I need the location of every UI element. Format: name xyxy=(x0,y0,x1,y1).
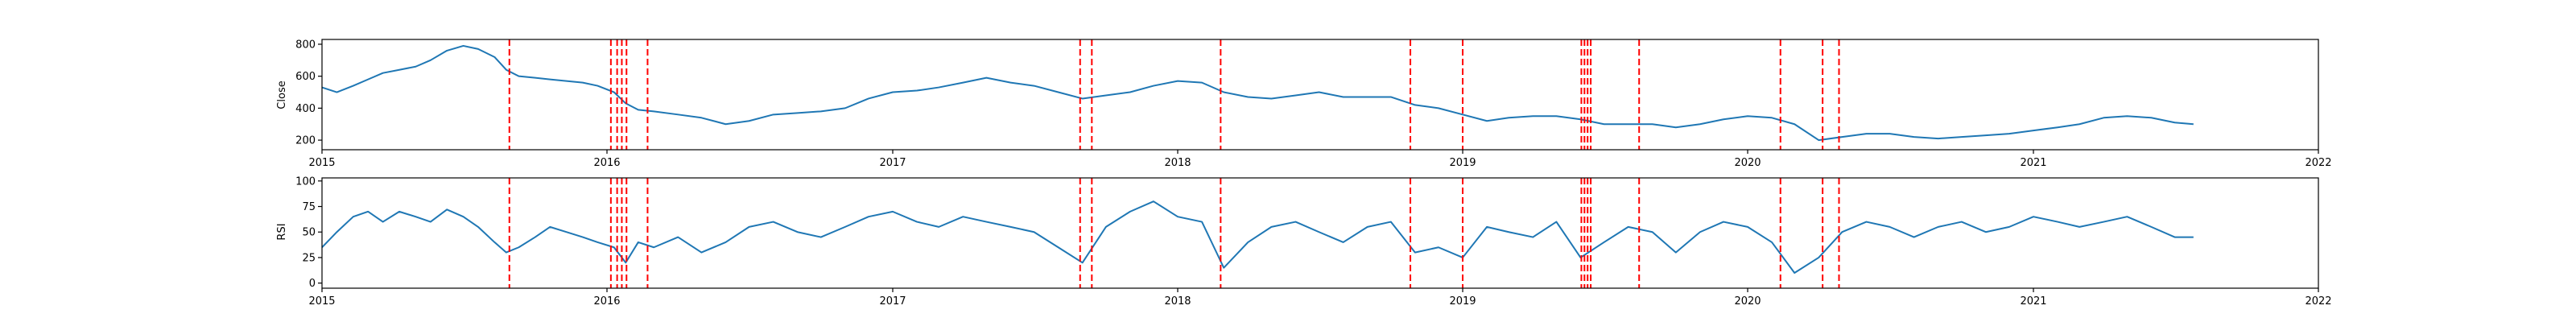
rsi-axes-frame xyxy=(321,177,2319,289)
close-axes-frame xyxy=(321,39,2319,151)
close-y-tick-label: 600 xyxy=(295,71,316,83)
rsi-panel: RSI 2015 2016 2017 2018 2019 2020 2021 2022 0 25 5… xyxy=(276,175,2332,308)
rsi-x-tick-label: 2015 xyxy=(308,295,335,308)
rsi-x-tick-label: 2017 xyxy=(879,295,906,308)
rsi-y-axis-label: RSI xyxy=(276,223,288,240)
close-series-line xyxy=(321,44,2194,142)
close-y-axis-label: Close xyxy=(276,80,288,109)
close-x-tick-label: 2019 xyxy=(1449,157,1476,169)
rsi-x-tick-label: 2018 xyxy=(1164,295,1191,308)
rsi-y-tick-label: 0 xyxy=(309,278,316,290)
close-y-tick-label: 400 xyxy=(295,103,316,115)
close-price-panel: Close 2015 2016 2017 2018 2019 2020 2021 2022 20… xyxy=(276,39,2332,169)
close-y-tick-label: 800 xyxy=(295,39,316,51)
rsi-x-tick-label: 2021 xyxy=(2020,295,2046,308)
rsi-y-tick-label: 75 xyxy=(302,201,316,213)
rsi-y-tick-label: 50 xyxy=(302,227,316,239)
close-x-tick-label: 2021 xyxy=(2020,157,2046,169)
close-y-tick-label: 200 xyxy=(295,135,316,147)
close-x-tick-label: 2020 xyxy=(1734,157,1761,169)
rsi-y-tick-label: 25 xyxy=(302,252,316,264)
close-x-tick-label: 2022 xyxy=(2305,157,2331,169)
rsi-x-tick-label: 2020 xyxy=(1734,295,1761,308)
rsi-x-tick-label: 2022 xyxy=(2305,295,2331,308)
close-x-tick-label: 2017 xyxy=(879,157,906,169)
close-x-tick-label: 2018 xyxy=(1164,157,1191,169)
close-x-tick-label: 2015 xyxy=(308,157,335,169)
rsi-y-tick-label: 100 xyxy=(295,175,316,188)
rsi-series-line xyxy=(321,200,2194,274)
rsi-x-tick-label: 2016 xyxy=(593,295,620,308)
rsi-x-tick-label: 2019 xyxy=(1449,295,1476,308)
close-x-tick-label: 2016 xyxy=(593,157,620,169)
